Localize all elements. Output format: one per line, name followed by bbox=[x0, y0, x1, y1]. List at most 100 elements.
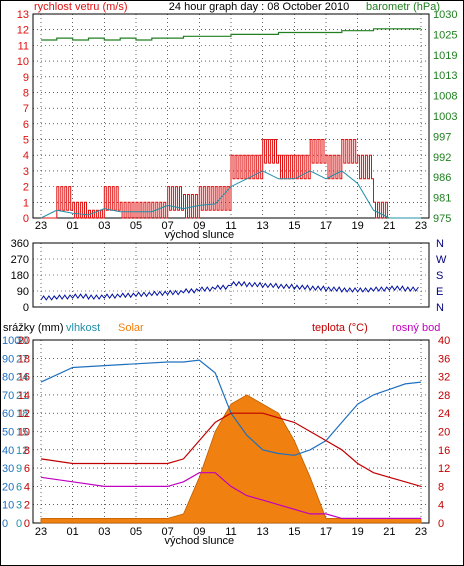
panel3-right-tick-5: 20 bbox=[438, 427, 450, 439]
chart-title: 24 hour graph day : 08 October 2010 bbox=[169, 1, 349, 13]
panel1-sunrise-note: východ slunce bbox=[164, 229, 234, 241]
panel3-inner-tick-9: 18 bbox=[18, 353, 30, 365]
panel3-label-precip: srážky (mm) bbox=[3, 322, 64, 334]
panel3-xtick-17-9: 17 bbox=[320, 526, 332, 538]
panel3-inner-tick-1: 2 bbox=[24, 500, 30, 512]
panel3-humidity-tick-10: 100 bbox=[2, 335, 20, 347]
panel1-xtick-19-10: 19 bbox=[352, 220, 364, 232]
panel3-mid-tick-2: 6 bbox=[16, 481, 22, 493]
panel1-left-tick-6: 6 bbox=[23, 119, 29, 131]
wind-average-line bbox=[40, 170, 421, 219]
panel3-humidity-tick-7: 70 bbox=[2, 390, 14, 402]
humidity-line bbox=[40, 359, 422, 456]
panel2-right-tick-S-2: S bbox=[436, 270, 443, 282]
panel2-left-tick-0-0: 0 bbox=[23, 302, 29, 314]
barometer-line bbox=[41, 28, 421, 41]
panel1-left-tick-2: 2 bbox=[23, 182, 29, 194]
temperature-line bbox=[40, 412, 422, 487]
panel3-mid-tick-7: 21 bbox=[16, 390, 28, 402]
panel1-right-tick-981: 981 bbox=[433, 193, 451, 205]
panel1-xtick-23-0: 23 bbox=[35, 220, 47, 232]
panel3-xtick-03-2: 03 bbox=[98, 526, 110, 538]
panel3-humidity-tick-6: 60 bbox=[2, 408, 14, 420]
panel3-mid-tick-10: 30 bbox=[16, 335, 28, 347]
panel3-humidity-tick-5: 50 bbox=[2, 427, 14, 439]
panel3-inner-tick-6: 12 bbox=[18, 408, 30, 420]
panel1-left-tick-11: 11 bbox=[18, 40, 29, 52]
panel1-left-tick-3: 3 bbox=[23, 166, 29, 178]
wind-direction-line bbox=[40, 280, 419, 301]
panel2-left-tick-270-3: 270 bbox=[11, 254, 29, 266]
panel1-right-tick-997: 997 bbox=[433, 131, 451, 143]
panel2-right-tick-N-4: N bbox=[436, 238, 444, 250]
panel1-xtick-07-4: 07 bbox=[162, 220, 174, 232]
panel2-right-tick-W-3: W bbox=[436, 254, 447, 266]
panel2-right-tick-N-0: N bbox=[436, 302, 444, 314]
panel1-right-tick-1003: 1003 bbox=[433, 111, 457, 123]
wind-speed-line bbox=[41, 139, 421, 219]
panel3-label-humidity: vlhkost bbox=[66, 322, 100, 334]
panel1-xtick-09-5: 09 bbox=[193, 220, 205, 232]
panel1-left-tick-7: 7 bbox=[23, 103, 29, 115]
panel3-humidity-tick-4: 40 bbox=[2, 445, 14, 457]
panel3-right-tick-8: 32 bbox=[438, 372, 450, 384]
panel2-right-tick-E-1: E bbox=[436, 286, 443, 298]
panel3-label-temperature: teplota (°C) bbox=[312, 322, 368, 334]
panel3-inner-tick-8: 16 bbox=[18, 372, 30, 384]
panel1-left-tick-5: 5 bbox=[23, 135, 29, 147]
panel3-xtick-15-8: 15 bbox=[288, 526, 300, 538]
panel3-xtick-09-5: 09 bbox=[193, 526, 205, 538]
panel1-left-tick-9: 9 bbox=[23, 72, 29, 84]
panel1-left-axis-label: rychlost vetru (m/s) bbox=[34, 1, 128, 13]
panel3-label-solar: Solar bbox=[118, 322, 144, 334]
panel3-xtick-13-7: 13 bbox=[257, 526, 269, 538]
panel1-right-tick-1030: 1030 bbox=[433, 9, 457, 21]
panel1-right-tick-1025: 1025 bbox=[433, 29, 457, 41]
panel3-mid-tick-0: 0 bbox=[16, 518, 22, 530]
panel2-left-tick-180-2: 180 bbox=[11, 270, 29, 282]
panel1-right-tick-975: 975 bbox=[433, 213, 451, 225]
panel3-humidity-tick-2: 20 bbox=[2, 481, 14, 493]
panel1-xtick-05-3: 05 bbox=[130, 220, 142, 232]
panel3-inner-tick-2: 4 bbox=[24, 481, 30, 493]
panel3-right-tick-2: 8 bbox=[438, 481, 444, 493]
panel3-mid-tick-3: 9 bbox=[16, 463, 22, 475]
panel1-right-tick-1008: 1008 bbox=[433, 91, 457, 103]
panel3-mid-tick-8: 24 bbox=[16, 372, 28, 384]
panel2-left-tick-360-4: 360 bbox=[11, 238, 29, 250]
panel3-mid-tick-9: 27 bbox=[16, 353, 28, 365]
panel3-humidity-tick-0: 0 bbox=[2, 518, 8, 530]
panel1-right-tick-992: 992 bbox=[433, 152, 451, 164]
panel3-right-tick-9: 36 bbox=[438, 353, 450, 365]
panel3-xtick-21-11: 21 bbox=[383, 526, 395, 538]
panel1-left-tick-10: 10 bbox=[17, 56, 29, 68]
panel3-inner-tick-5: 10 bbox=[18, 427, 30, 439]
panel3-right-tick-0: 0 bbox=[438, 518, 444, 530]
dewpoint-line bbox=[40, 472, 421, 519]
panel2-left-tick-90-1: 90 bbox=[17, 286, 29, 298]
panel1-xtick-11-6: 11 bbox=[225, 220, 236, 232]
panel3-humidity-tick-9: 90 bbox=[2, 353, 14, 365]
panel3-sunrise-note: východ slunce bbox=[164, 535, 234, 547]
panel1-right-tick-1019: 1019 bbox=[433, 50, 457, 62]
panel1-right-tick-986: 986 bbox=[433, 172, 451, 184]
panel1-left-tick-13: 13 bbox=[17, 9, 29, 21]
panel3-inner-tick-0: 0 bbox=[24, 518, 30, 530]
panel3-humidity-tick-1: 10 bbox=[2, 500, 14, 512]
panel1-xtick-03-2: 03 bbox=[98, 220, 110, 232]
panel1-left-tick-0: 0 bbox=[23, 213, 29, 225]
panel3-mid-tick-6: 18 bbox=[16, 408, 28, 420]
panel1-xtick-23-12: 23 bbox=[415, 220, 427, 232]
panel3-label-dewpoint: rosný bod bbox=[392, 322, 440, 334]
panel3-right-tick-4: 16 bbox=[438, 445, 450, 457]
panel3-mid-tick-4: 12 bbox=[16, 445, 28, 457]
panel3-xtick-07-4: 07 bbox=[162, 526, 174, 538]
panel1-left-tick-4: 4 bbox=[23, 150, 29, 162]
panel1-xtick-17-9: 17 bbox=[320, 220, 332, 232]
panel3-humidity-tick-3: 30 bbox=[2, 463, 14, 475]
panel1-xtick-21-11: 21 bbox=[383, 220, 395, 232]
panel3-mid-tick-5: 15 bbox=[16, 427, 28, 439]
panel1-xtick-13-7: 13 bbox=[257, 220, 269, 232]
panel3-xtick-01-1: 01 bbox=[67, 526, 79, 538]
